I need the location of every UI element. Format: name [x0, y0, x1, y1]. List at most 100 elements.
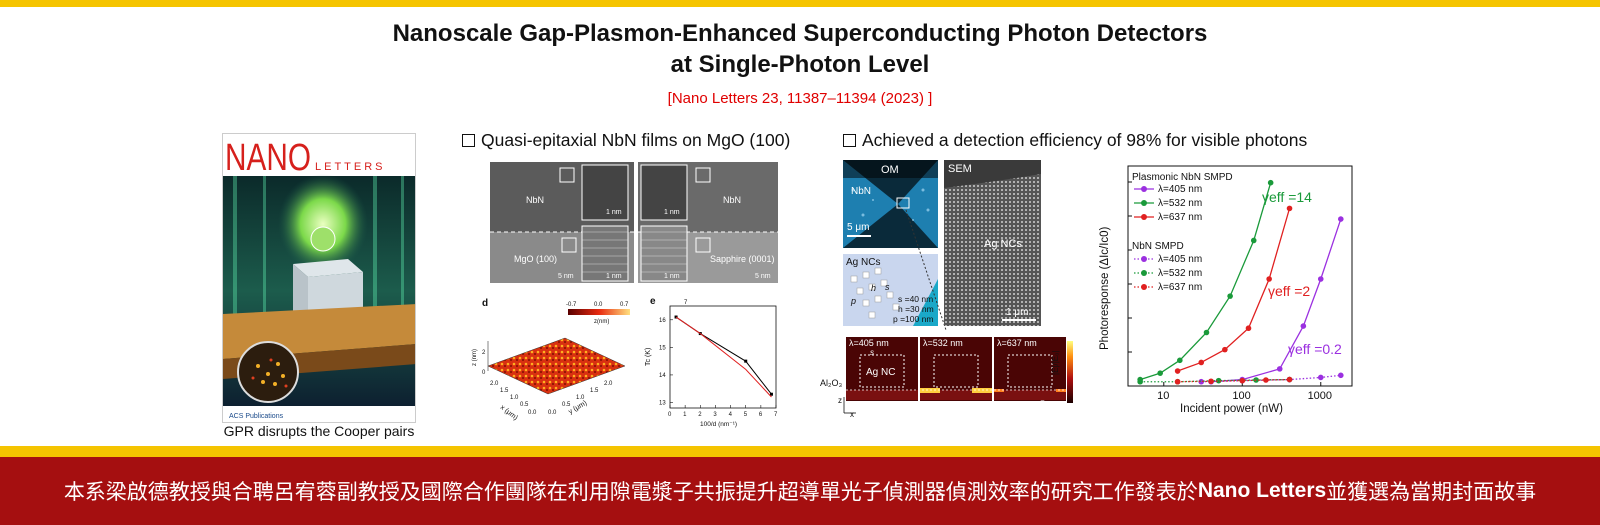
tc-y-tick-label: 16: [659, 318, 666, 324]
tc-x-axis-label: 100/d (nm⁻¹): [700, 421, 737, 428]
pr-point: [1174, 368, 1181, 374]
afm-y-tick-0: 0.0: [548, 410, 557, 416]
tc-top-tick: 7: [684, 300, 688, 306]
pr-point: [1208, 378, 1214, 385]
pr-point: [1215, 377, 1222, 384]
tc-point: [674, 315, 678, 319]
sem-image: SEM Ag NCs 1 μm: [944, 160, 1041, 326]
tem-scale-6: 1 nm: [664, 273, 680, 280]
panel-d-letter: d: [482, 298, 488, 309]
pr-annotation-2: γeff =0.2: [1288, 341, 1342, 357]
om-scale: 5 μm: [847, 222, 869, 233]
pr-point: [1286, 376, 1293, 383]
pr-plot-frame: [1127, 165, 1353, 387]
tc-y-tick-label: 15: [659, 345, 666, 351]
tem-scale-3: 1 nm: [606, 273, 622, 280]
cover-logo-nano: NANO: [225, 137, 311, 179]
pr-legend-marker: [1141, 270, 1147, 276]
param-s: s =40 nm: [898, 294, 933, 304]
pr-annotation-0: γeff =14: [1262, 189, 1312, 205]
field-x-axis: x: [850, 410, 854, 419]
tem-image-panel: NbN MgO (100) NbN Sapphire (0001) 5 nm 1…: [478, 160, 778, 285]
tc-point: [744, 359, 748, 363]
checkbox-icon: [843, 134, 856, 147]
pr-x-tick-label: 1000: [1308, 390, 1332, 402]
section-heading-efficiency: Achieved a detection efficiency of 98% f…: [843, 130, 1307, 151]
pr-point: [1157, 370, 1163, 376]
pr-series-line-0: [1210, 218, 1342, 383]
pr-point: [1222, 346, 1228, 353]
pr-point: [1198, 378, 1205, 385]
afm-x-tick-1: 0.5: [520, 402, 529, 408]
pr-point: [1317, 374, 1324, 381]
afm-x-tick-0: 0.0: [528, 410, 537, 416]
pr-point: [1276, 366, 1283, 372]
afm-x-tick-3: 1.5: [500, 388, 509, 394]
h-label: h: [871, 283, 876, 293]
field-scale: 5 nm: [1040, 399, 1060, 409]
pr-legend-marker: [1141, 284, 1147, 290]
p-label: p: [850, 296, 856, 306]
tc-series-line-0: [675, 316, 772, 395]
pr-point: [1263, 377, 1269, 383]
footer-text-before: 本系梁啟德教授與合聘呂宥蓉副教授及國際合作團隊在利用隙電漿子共振提升超導單光子偵…: [63, 480, 1198, 504]
pr-legend-group-1: Plasmonic NbN SMPD: [1132, 172, 1233, 183]
ag-ncs-label: Ag NCs: [846, 257, 880, 268]
tem-scale-5: 1 nm: [664, 209, 680, 216]
pr-point: [1227, 293, 1233, 299]
page-title: Nanoscale Gap-Plasmon-Enhanced Supercond…: [0, 18, 1600, 80]
om-label: OM: [881, 164, 899, 176]
pr-point: [1203, 329, 1210, 336]
panel-e-letter: e: [650, 296, 656, 307]
pr-point: [1250, 237, 1257, 244]
journal-cover: NANO LETTERS ACS Publications: [222, 133, 416, 423]
field-maps: λ=405 nm λ=532 nm λ=637 nm s Ag NC Al₂O₃…: [820, 335, 1075, 420]
section-heading-films: Quasi-epitaxial NbN films on MgO (100): [462, 130, 790, 151]
afm-z-tick-0: 0: [482, 370, 486, 376]
sem-scale: 1 μm: [1006, 307, 1028, 318]
sem-ag-ncs: Ag NCs: [984, 238, 1022, 250]
pr-point: [1317, 276, 1324, 282]
tem-label-nbn-1: NbN: [526, 195, 544, 205]
pr-point: [1137, 378, 1143, 385]
pr-y-axis-label: Photoresponse (ΔIc/Ic0): [1099, 226, 1111, 350]
cbar-tick-1: -0.7: [566, 302, 577, 308]
afm-x-tick-4: 2.0: [490, 381, 499, 387]
field-map-637: λ=637 nm: [997, 338, 1037, 348]
tc-x-tick-label: 5: [744, 412, 748, 418]
field-nbn: NbN: [870, 402, 890, 413]
cbar-label: z(nm): [594, 319, 609, 325]
field-map-405: λ=405 nm: [849, 338, 889, 348]
tc-x-tick-label: 3: [713, 412, 717, 418]
tc-x-tick-label: 1: [683, 412, 687, 418]
pr-legend-group-2: NbN SMPD: [1132, 241, 1184, 252]
pr-point: [1239, 377, 1246, 384]
pr-legend-label: λ=637 nm: [1158, 212, 1202, 223]
pr-point: [1300, 323, 1307, 329]
field-cbar-label: |E|/|E₀|: [1051, 350, 1060, 375]
citation[interactable]: [Nano Letters 23, 11387–11394 (2023) ]: [667, 90, 933, 107]
pr-legend-marker: [1141, 186, 1147, 192]
afm-y-tick-2: 1.0: [576, 395, 585, 401]
pr-legend-marker: [1141, 256, 1147, 262]
cbar-tick-3: 0.7: [620, 302, 629, 308]
bottom-accent-bar: [0, 446, 1600, 457]
title-line-1: Nanoscale Gap-Plasmon-Enhanced Supercond…: [392, 20, 1208, 47]
field-s-label: s: [870, 348, 874, 357]
afm-y-label: y (μm): [568, 400, 589, 416]
pr-point: [1198, 359, 1205, 366]
tc-point: [769, 392, 773, 396]
s-label: s: [885, 282, 890, 292]
pr-legend-marker: [1141, 214, 1147, 220]
tc-y-tick-label: 14: [659, 373, 666, 379]
tc-y-tick-label: 13: [659, 400, 666, 406]
photoresponse-chart: 10 100 1000 Incident power (nW) Photorespons…: [1090, 160, 1360, 420]
afm-x-label: x (μm): [499, 404, 519, 422]
tc-y-axis-label: Tc (K): [645, 348, 652, 366]
pr-series-line-5: [1177, 378, 1290, 383]
tc-x-tick-label: 4: [729, 412, 733, 418]
afm-x-tick-2: 1.0: [510, 395, 519, 401]
tem-label-nbn-2: NbN: [723, 195, 741, 205]
section-heading-efficiency-text: Achieved a detection efficiency of 98% f…: [862, 130, 1308, 150]
pr-point: [1338, 372, 1344, 379]
